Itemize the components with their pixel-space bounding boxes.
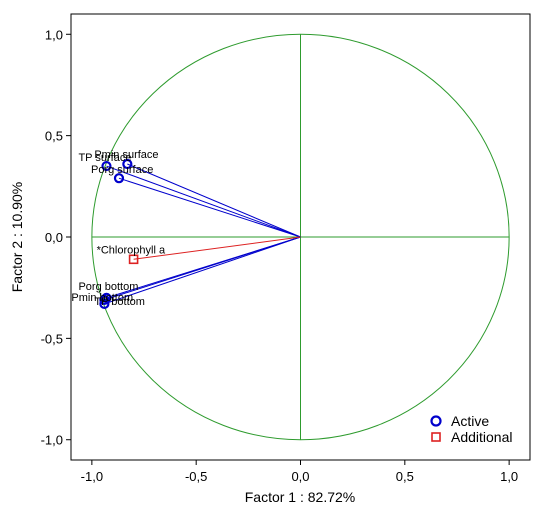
- active-point-marker: [122, 158, 133, 170]
- loading-vector: [133, 236, 301, 260]
- legend-active-marker: [430, 415, 442, 427]
- x-tick-label: -1,0: [81, 469, 103, 484]
- point-label: Porg surface: [91, 164, 153, 176]
- loading-vector: [127, 163, 301, 238]
- legend-additional-marker: [431, 432, 441, 442]
- point-label: *Chlorophyll a: [97, 244, 166, 256]
- loading-vector: [104, 236, 301, 305]
- y-tick-label: -0,5: [41, 331, 63, 346]
- x-tick-label: -0,5: [185, 469, 207, 484]
- point-label: Pmin bottom: [71, 292, 133, 304]
- y-axis-title: Factor 2 : 10.90%: [9, 182, 25, 293]
- active-point-marker: [113, 173, 125, 184]
- point-markers: [99, 158, 139, 309]
- active-point-marker: [99, 298, 110, 309]
- loading-vector: [118, 177, 301, 238]
- y-tick-label: -1,0: [41, 433, 63, 448]
- active-point-marker: [99, 294, 110, 305]
- legend-additional-label: Additional: [451, 429, 513, 445]
- point-label: Porg bottom: [78, 281, 138, 293]
- legend: Active Additional: [430, 413, 513, 445]
- point-label: TP bottom: [94, 296, 145, 308]
- active-point-marker: [101, 160, 112, 172]
- y-tick-label: 0,5: [45, 129, 63, 144]
- loading-vector: [106, 165, 301, 238]
- axis-ticks: -1,0 -0,5 0,0 0,5 1,0 1,0 0,5 0,0 -0,5 -1,0: [41, 27, 519, 484]
- additional-point-marker: [128, 254, 139, 265]
- loading-vector: [104, 236, 301, 301]
- loading-vectors: [104, 163, 301, 305]
- x-axis-title: Factor 1 : 82.72%: [245, 489, 356, 505]
- legend-active-label: Active: [451, 413, 489, 429]
- y-tick-label: 0,0: [45, 230, 63, 245]
- point-label: Pmin surface: [94, 149, 158, 161]
- point-label: TP surface: [78, 152, 131, 164]
- y-tick-label: 1,0: [45, 27, 63, 42]
- x-tick-label: 0,5: [396, 469, 414, 484]
- x-tick-label: 0,0: [291, 469, 309, 484]
- x-tick-label: 1,0: [500, 469, 518, 484]
- active-point-marker: [101, 292, 112, 303]
